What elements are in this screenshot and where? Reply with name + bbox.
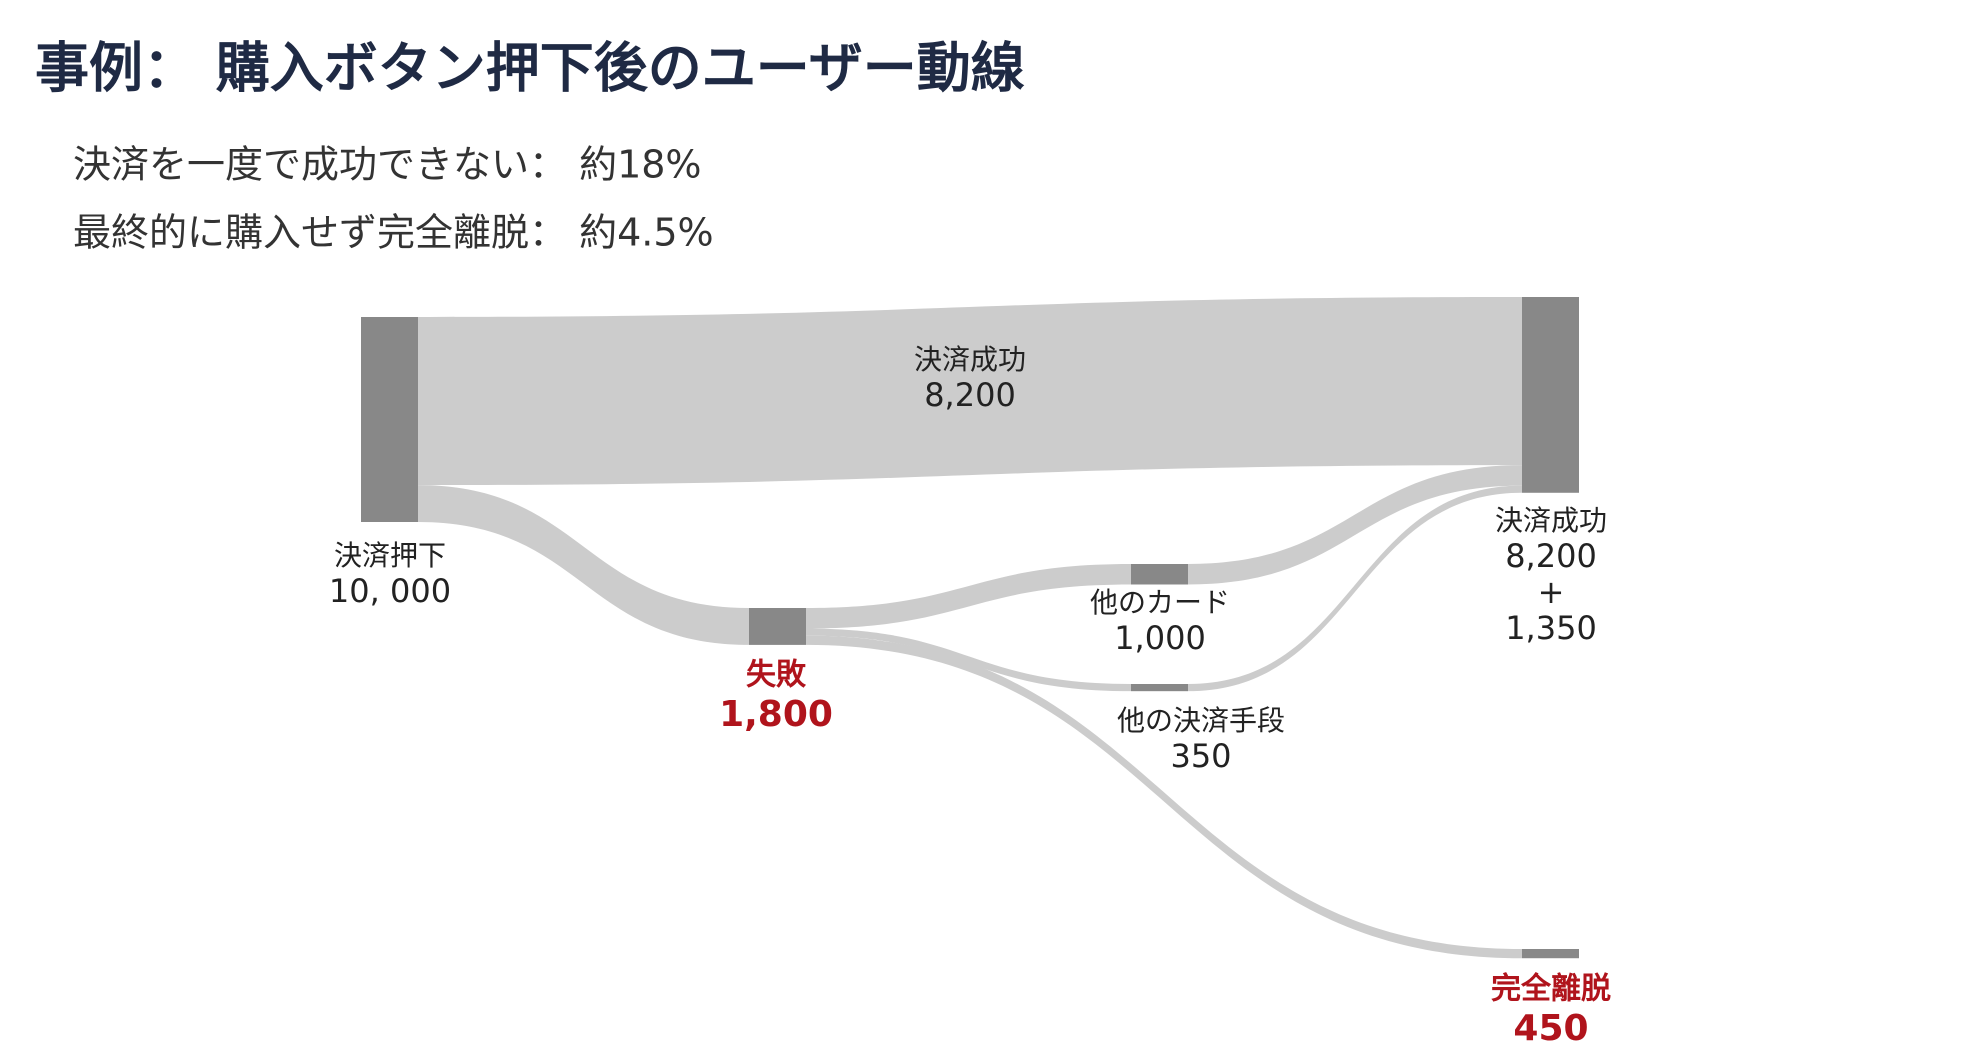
link bbox=[806, 635, 1522, 959]
link bbox=[1188, 465, 1522, 585]
link bbox=[1188, 485, 1522, 692]
node-label: 他の決済手段 bbox=[1117, 704, 1285, 737]
chart-title: 事例： 購入ボタン押下後のユーザー動線 bbox=[35, 37, 1025, 100]
node-value-label: 350 bbox=[1170, 737, 1231, 775]
node bbox=[1131, 564, 1188, 585]
node-value-label: 450 bbox=[1513, 1008, 1588, 1049]
node bbox=[1522, 297, 1579, 493]
node-value-joiner: + bbox=[1538, 573, 1565, 611]
link bbox=[806, 564, 1131, 629]
node-value-label: 10, 000 bbox=[329, 572, 451, 610]
node-value-label: 1,350 bbox=[1505, 609, 1597, 647]
subtitle: 決済を一度で成功できない： 約18% bbox=[73, 143, 702, 187]
node-label: 決済押下 bbox=[334, 539, 446, 572]
subtitle: 最終的に購入せず完全離脱： 約4.5% bbox=[73, 211, 714, 255]
node-label: 他のカード bbox=[1090, 586, 1230, 619]
node-label: 決済成功 bbox=[1495, 504, 1607, 537]
link bbox=[806, 628, 1131, 692]
node-label: 完全離脱 bbox=[1491, 972, 1611, 1007]
link-value-label: 8,200 bbox=[924, 376, 1016, 414]
node bbox=[749, 608, 806, 645]
node-value-label: 1,800 bbox=[719, 694, 833, 735]
node bbox=[1131, 684, 1188, 692]
node-label: 失敗 bbox=[746, 658, 807, 693]
node bbox=[1522, 949, 1579, 959]
link bbox=[418, 297, 1522, 486]
node-value-label: 1,000 bbox=[1114, 619, 1206, 657]
node-value-label: 8,200 bbox=[1505, 537, 1597, 575]
node bbox=[361, 317, 418, 522]
link-label: 決済成功 bbox=[914, 343, 1026, 376]
link bbox=[418, 485, 749, 645]
